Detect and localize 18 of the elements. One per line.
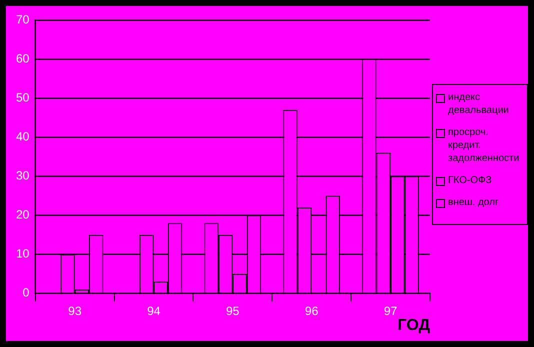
x-tick-label: 94 [147, 304, 161, 318]
y-tick-label: 30 [16, 168, 30, 183]
y-tick-label: 20 [16, 208, 30, 222]
y-tick-label: 0 [22, 286, 30, 300]
y-tick-label: 60 [16, 51, 30, 66]
text: ГКО-ОФЗ [448, 174, 492, 187]
text: просроч. кредит. задолженности [448, 126, 520, 165]
x-tick-label: 96 [304, 304, 319, 318]
y-tick-label: 50 [16, 90, 30, 104]
y-tick-label: 10 [16, 246, 30, 261]
y-tick-label: 40 [16, 129, 30, 144]
x-tick-label: 93 [68, 304, 82, 318]
x-axis-title: ГОД [398, 316, 431, 334]
y-tick-label: 70 [16, 12, 30, 26]
x-tick-label: 97 [384, 304, 398, 318]
x-tick-label: 95 [226, 304, 240, 318]
text: внеш. долг [448, 196, 499, 209]
text: индекс девальвации [448, 91, 510, 117]
